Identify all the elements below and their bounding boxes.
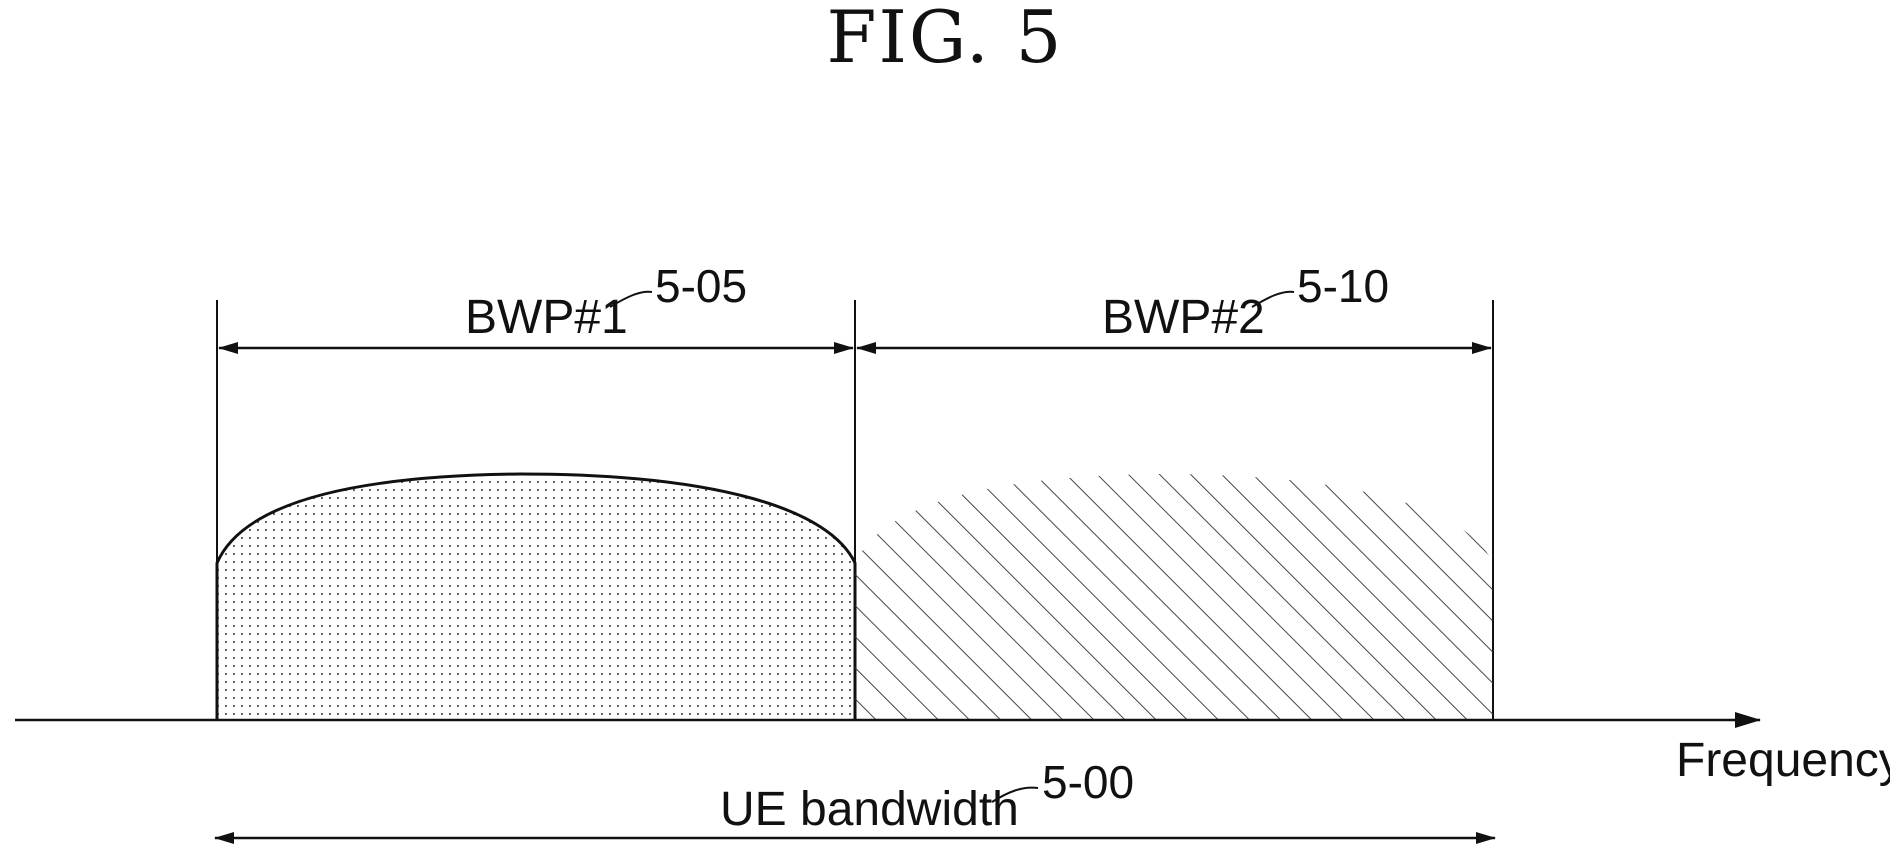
bwp2-region [855,474,1493,720]
frequency-axis-label: Frequency [1676,734,1890,787]
bwp1-label: BWP#1 [465,291,628,344]
ue-bandwidth-label: UE bandwidth [720,783,1019,836]
bwp1-reference-number: 5-05 [655,260,747,312]
ue-bandwidth-reference-number: 5-00 [1042,756,1134,808]
bwp1-region [217,474,855,720]
figure-title: FIG. 5 [827,0,1064,79]
bwp2-reference-number: 5-10 [1297,260,1389,312]
bwp2-label: BWP#2 [1102,291,1265,344]
